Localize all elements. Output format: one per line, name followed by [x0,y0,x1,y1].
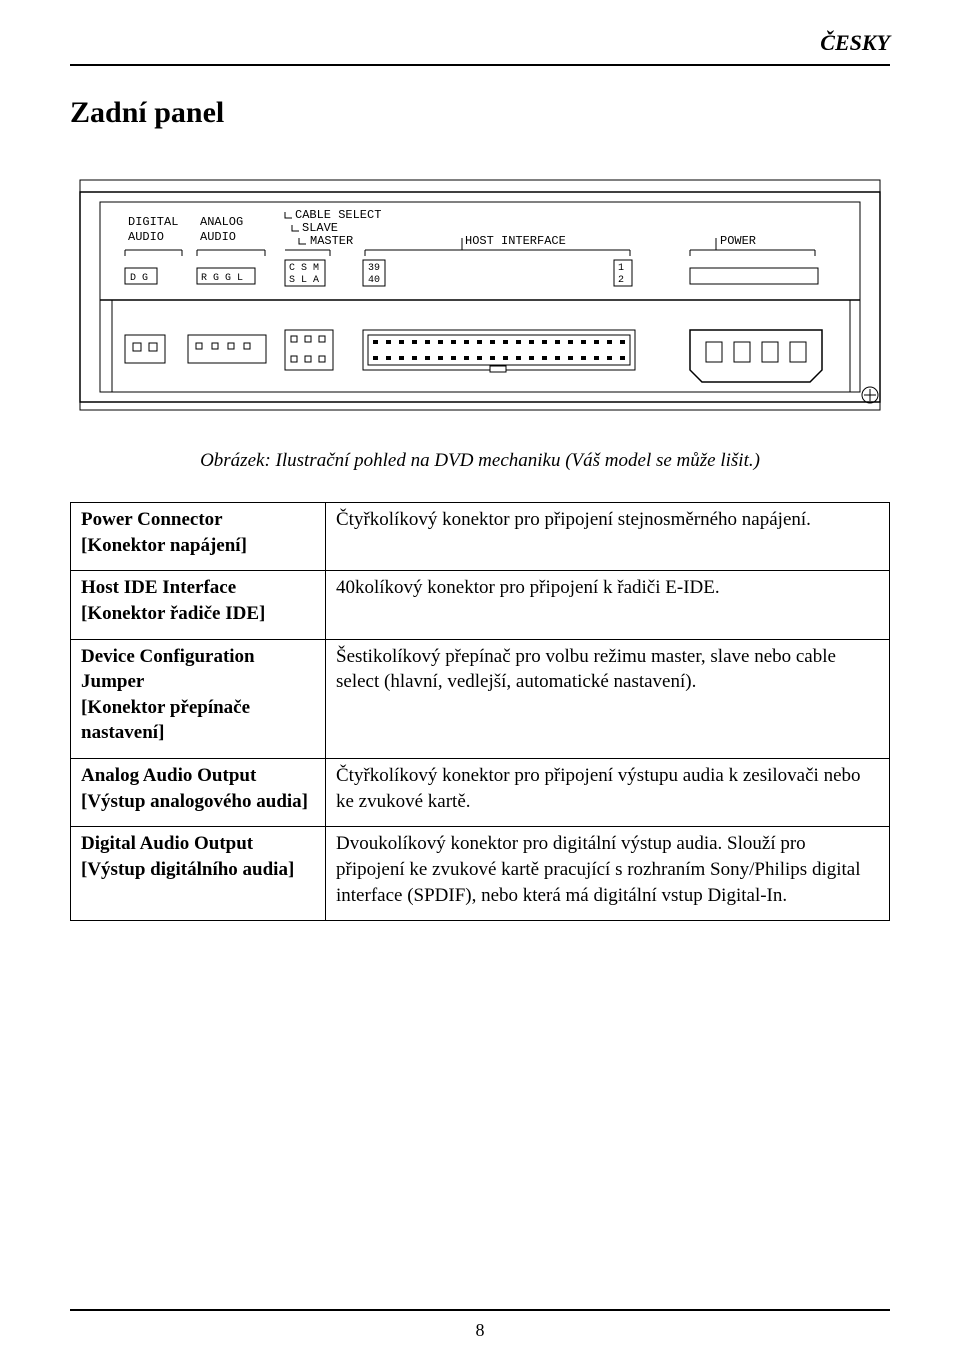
pins-jumper-top: C S M [289,263,319,274]
section-title: Zadní panel [70,96,890,130]
label-power: POWER [720,234,756,248]
term-cs: [Výstup digitálního audia] [81,857,315,883]
pins-jumper-bot: S L A [289,275,319,286]
label-audio-d: AUDIO [128,230,164,244]
table-row: Digital Audio Output [Výstup digitálního… [71,827,890,921]
term-en: Power Connector [81,507,315,533]
term-en: Host IDE Interface [81,575,315,601]
connector-table: Power Connector [Konektor napájení] Čtyř… [70,502,890,921]
label-analog: ANALOG [200,215,243,229]
pins-digital: D G [130,273,148,284]
row-desc: Čtyřkolíkový konektor pro připojení stej… [336,509,811,530]
figure-caption: Obrázek: Ilustrační pohled na DVD mechan… [70,450,890,472]
pins-ide-r-top: 1 [618,263,624,274]
table-row: Device Configuration Jumper [Konektor př… [71,639,890,759]
term-cs: [Výstup analogového audia] [81,789,315,815]
table-row: Analog Audio Output [Výstup analogového … [71,759,890,827]
term-en: Device Configuration Jumper [81,644,315,695]
term-cs: [Konektor přepínače nastavení] [81,695,315,746]
label-digital: DIGITAL [128,215,178,229]
rear-panel-svg: DIGITAL AUDIO ANALOG AUDIO CABLE SELECT … [70,170,890,430]
pins-analog: R G G L [201,273,243,284]
table-row: Host IDE Interface [Konektor řadiče IDE]… [71,571,890,639]
rear-panel-diagram: DIGITAL AUDIO ANALOG AUDIO CABLE SELECT … [70,170,890,435]
top-divider [70,64,890,66]
bottom-divider [70,1309,890,1311]
language-header: ČESKY [70,30,890,56]
page-number: 8 [0,1320,960,1341]
term-cs: [Konektor řadiče IDE] [81,601,315,627]
pins-ide-r-bot: 2 [618,275,624,286]
jumper-pins [291,336,325,362]
language-badge: ČESKY [820,30,890,55]
table-row: Power Connector [Konektor napájení] Čtyř… [71,503,890,571]
pins-ide-bot: 40 [368,275,380,286]
row-desc: Dvoukolíkový konektor pro digitální výst… [336,833,861,905]
pins-ide-top: 39 [368,263,380,274]
row-desc: Šestikolíkový přepínač pro volbu režimu … [336,646,836,693]
row-desc: 40kolíkový konektor pro připojení k řadi… [336,577,720,598]
term-en: Digital Audio Output [81,831,315,857]
label-master: MASTER [310,234,353,248]
term-cs: [Konektor napájení] [81,533,315,559]
label-host-interface: HOST INTERFACE [465,234,566,248]
label-slave: SLAVE [302,221,338,235]
label-audio-a: AUDIO [200,230,236,244]
row-desc: Čtyřkolíkový konektor pro připojení výst… [336,765,861,812]
term-en: Analog Audio Output [81,763,315,789]
label-cable-select: CABLE SELECT [295,208,381,222]
